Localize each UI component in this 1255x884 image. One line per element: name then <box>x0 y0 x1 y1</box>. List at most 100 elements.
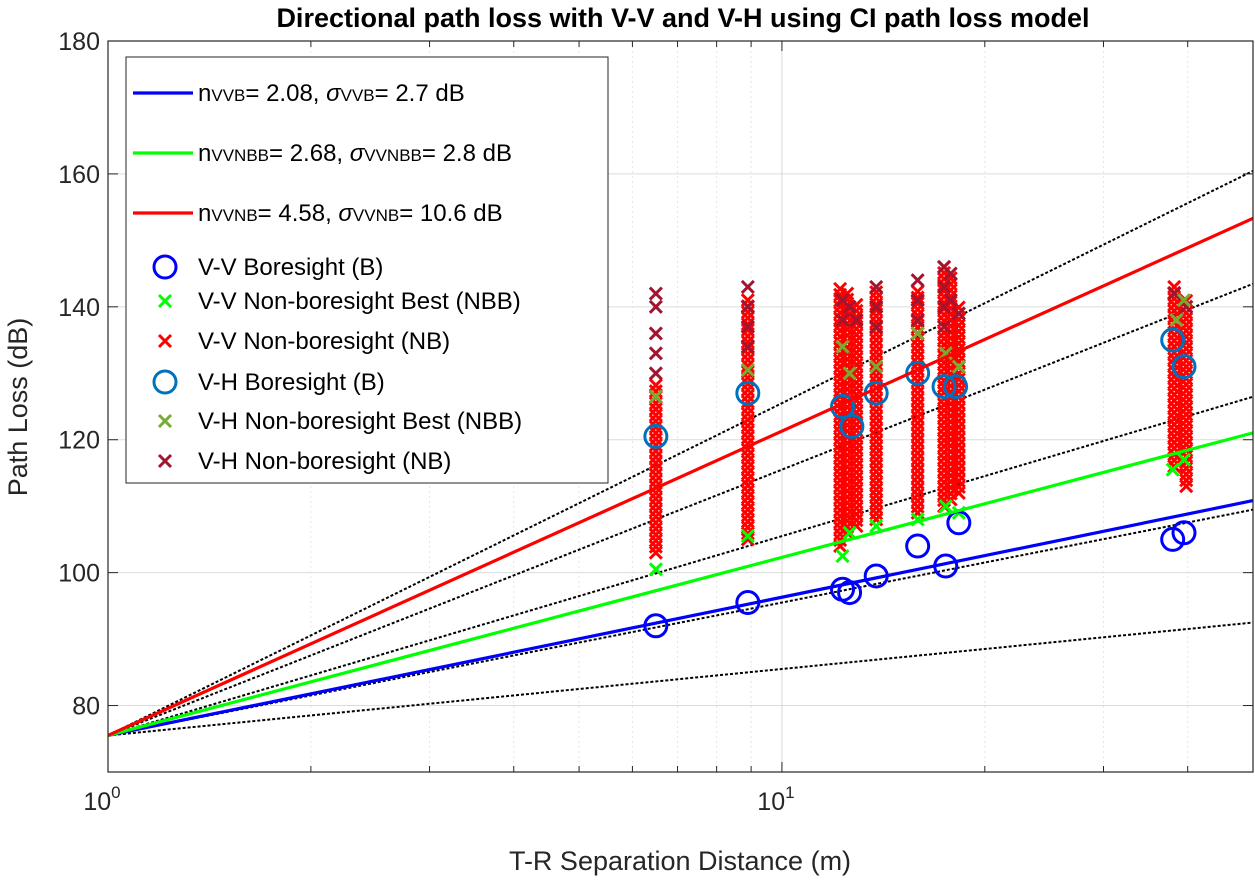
vh-nb-marker-stroke <box>869 319 884 334</box>
vh-nbb-marker-stroke <box>842 366 857 381</box>
x-tick-label: 101 <box>757 783 794 816</box>
legend-entry-label: nVVNBB= 2.68, σVVNBB= 2.8 dB <box>198 140 512 167</box>
vh-nbb-marker-stroke <box>1176 293 1192 308</box>
vh-nbb-marker <box>1169 313 1184 328</box>
vh-nb-marker <box>1167 286 1182 301</box>
vh-nb-marker-stroke <box>869 299 884 314</box>
chart-title: Directional path loss with V-V and V-H u… <box>276 3 1089 33</box>
vh-nb-marker <box>740 339 755 354</box>
fit-subscript: B <box>234 86 245 105</box>
fit-superscript-2: VV <box>341 86 364 105</box>
fit-superscript: VV <box>211 206 234 225</box>
vv-nbb-marker-stroke <box>938 499 953 514</box>
vv-nbb-marker-stroke <box>1176 452 1192 467</box>
vh-nb-marker <box>910 273 925 288</box>
vh-nb-marker-stroke <box>835 293 850 308</box>
vv-nbb-marker <box>842 525 857 540</box>
vh-nb-marker <box>740 299 755 314</box>
vh-nbb-marker <box>835 339 850 354</box>
legend-swatch-stroke <box>157 453 173 469</box>
vh-nbb-marker-stroke <box>910 326 925 341</box>
vh-nb-marker-stroke <box>936 259 952 275</box>
vh-nb-marker <box>951 306 966 321</box>
vh-nb-marker-stroke <box>648 366 663 381</box>
vv-nbb-marker <box>740 529 755 544</box>
legend-swatch-marker-5 <box>157 453 173 469</box>
vh-nb-marker-stroke <box>849 313 864 328</box>
vv-nb-marker-stroke <box>833 281 848 296</box>
y-tick-label: 80 <box>72 693 100 721</box>
vh-nbb-marker <box>1176 293 1192 308</box>
vh-boresight-marker <box>839 413 865 439</box>
vv-nbb-marker <box>1176 452 1192 467</box>
vv-nbb-marker-stroke <box>842 525 857 540</box>
vv-nbb-marker <box>1165 462 1180 477</box>
fit-symbol-2: σ <box>338 200 354 227</box>
y-tick-label: 100 <box>58 560 100 588</box>
vh-nb-marker <box>648 326 663 341</box>
vh-nb-marker <box>910 313 925 328</box>
vv-nb-marker-stroke <box>648 378 663 393</box>
vh-nb-marker-stroke <box>835 313 850 328</box>
vh-nbb-marker <box>648 389 663 404</box>
x-tick-base: 10 <box>83 788 111 816</box>
vh-boresight-marker <box>735 380 761 406</box>
vh-nb-marker-stroke <box>951 306 966 321</box>
vh-boresight-marker <box>943 374 969 400</box>
vh-nb-marker-stroke <box>648 299 663 314</box>
vv-nbb-marker <box>938 499 953 514</box>
vh-nbb-marker-stroke <box>1169 313 1184 328</box>
vh-nb-marker <box>740 279 755 294</box>
vv-boresight-marker <box>837 580 863 606</box>
y-tick-label: 180 <box>58 28 100 56</box>
legend-swatch-marker-2 <box>157 333 173 349</box>
legend-swatch-stroke <box>157 333 173 349</box>
vh-nb-marker-stroke <box>910 313 925 328</box>
vv-boresight-marker <box>905 533 931 559</box>
fit-superscript: VV <box>211 146 234 165</box>
vh-nb-marker-stroke <box>910 293 925 308</box>
reference-line-n4 <box>107 282 1254 737</box>
vh-nb-marker-stroke <box>1179 299 1194 314</box>
vh-nb-marker <box>648 366 663 381</box>
fit-line-2 <box>107 216 1254 737</box>
vh-nb-marker-stroke <box>943 266 958 281</box>
data-markers <box>643 259 1197 639</box>
vh-nb-marker <box>842 299 857 314</box>
reference-line-n2 <box>107 508 1254 737</box>
vv-nb-marker <box>648 378 663 393</box>
x-tick-label: 100 <box>83 783 120 816</box>
legend-entry-label: V-H Non-boresight (NB) <box>198 448 451 475</box>
vv-nb-marker-stroke <box>869 285 884 300</box>
fit-value-2: = 2.8 dB <box>422 140 512 167</box>
plot-box <box>107 40 1254 773</box>
vh-nb-marker-stroke <box>943 293 958 308</box>
fit-value-2: = 10.6 dB <box>399 200 502 227</box>
vh-nb-marker <box>869 319 884 334</box>
vh-nb-marker <box>936 319 952 334</box>
vh-nb-marker-stroke <box>648 346 663 361</box>
fit-superscript-2: VV <box>353 206 376 225</box>
fit-symbol: n <box>198 80 211 107</box>
vv-nb-marker <box>869 285 884 300</box>
vh-nb-marker <box>943 266 958 281</box>
vh-nbb-marker <box>951 359 966 374</box>
x-tick-exponent: 0 <box>111 783 120 802</box>
vh-nb-marker <box>648 299 663 314</box>
fit-value: = 4.58, <box>258 200 339 227</box>
fit-subscript: NBB <box>234 146 269 165</box>
legend-entry-label: V-H Boresight (B) <box>198 369 385 396</box>
vh-nbb-marker-stroke <box>648 389 663 404</box>
vh-nb-marker-stroke <box>910 273 925 288</box>
vh-nbb-marker-stroke <box>740 362 755 378</box>
fit-subscript-2: NBB <box>387 146 422 165</box>
legend-entry-label: V-V Boresight (B) <box>198 254 383 281</box>
reference-line-n5 <box>107 170 1254 737</box>
vh-nb-marker-stroke <box>1167 286 1182 301</box>
legend-swatch-stroke <box>157 413 173 429</box>
vv-nbb-marker-stroke <box>1165 462 1180 477</box>
vv-boresight-marker <box>946 510 972 536</box>
y-tick-label: 120 <box>58 427 100 455</box>
